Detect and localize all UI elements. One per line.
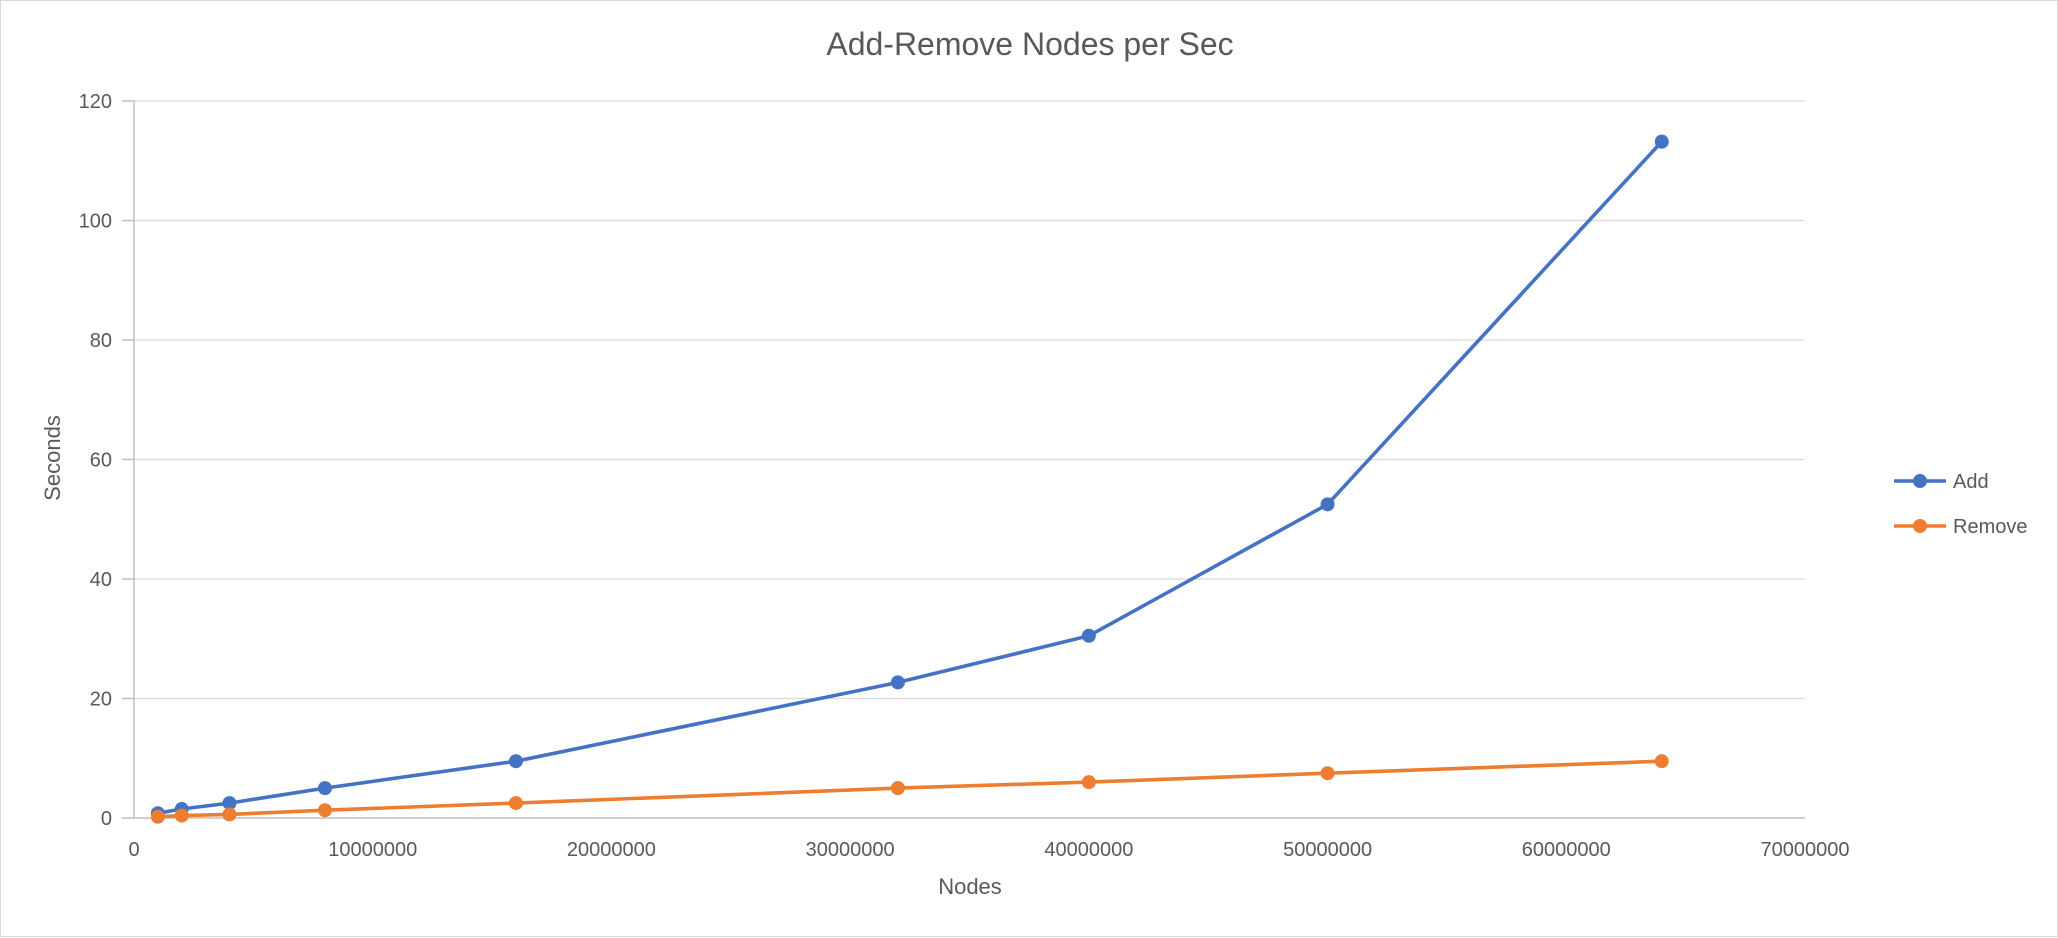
- data-point-remove: [890, 781, 905, 796]
- gridlines: [134, 100, 1805, 700]
- x-tick-label: 40000000: [1044, 839, 1133, 861]
- data-point-add: [222, 796, 237, 811]
- series-add: [150, 134, 1669, 821]
- data-point-add: [317, 781, 332, 796]
- data-point-remove: [508, 796, 523, 811]
- legend-marker-icon: [1913, 519, 1927, 533]
- data-point-add: [508, 754, 523, 769]
- legend-item-remove: Remove: [1894, 516, 2027, 538]
- series: [150, 134, 1669, 824]
- legend-item-add: Add: [1894, 471, 1989, 493]
- x-tick-label: 10000000: [328, 839, 417, 861]
- y-tick-label: 120: [79, 91, 112, 113]
- x-tick-label: 0: [128, 839, 139, 861]
- legend-label: Remove: [1953, 516, 2027, 538]
- axes: [122, 100, 1805, 819]
- chart-title: Add-Remove Nodes per Sec: [826, 26, 1233, 62]
- data-point-add: [890, 675, 905, 690]
- x-axis-title: Nodes: [938, 874, 1002, 899]
- legend-label: Add: [1953, 471, 1989, 493]
- x-tick-label: 60000000: [1522, 839, 1611, 861]
- x-tick-label: 70000000: [1761, 839, 1850, 861]
- data-point-remove: [317, 803, 332, 818]
- y-tick-label: 80: [90, 330, 112, 352]
- data-point-remove: [222, 807, 237, 822]
- series-remove: [150, 754, 1669, 824]
- y-axis-tick-labels: 0 20 40 60 80 100 120: [79, 91, 112, 830]
- data-point-remove: [1320, 766, 1335, 781]
- x-tick-label: 50000000: [1283, 839, 1372, 861]
- series-line-add: [156, 139, 1664, 816]
- y-tick-label: 60: [90, 450, 112, 472]
- data-point-add: [1320, 497, 1335, 512]
- x-tick-label: 20000000: [567, 839, 656, 861]
- legend: Add Remove: [1894, 471, 2027, 538]
- data-point-remove: [1654, 754, 1669, 769]
- series-line-remove: [156, 759, 1664, 819]
- data-point-remove: [1081, 775, 1096, 790]
- legend-marker-icon: [1913, 474, 1927, 488]
- y-tick-label: 100: [79, 211, 112, 233]
- data-point-remove: [174, 808, 189, 823]
- data-point-remove: [150, 809, 165, 824]
- data-point-add: [1081, 628, 1096, 643]
- data-point-add: [1654, 134, 1669, 149]
- y-tick-label: 0: [101, 808, 112, 830]
- y-tick-label: 20: [90, 689, 112, 711]
- x-tick-label: 30000000: [806, 839, 895, 861]
- y-tick-label: 40: [90, 569, 112, 591]
- y-axis-title: Seconds: [40, 415, 65, 501]
- x-axis-tick-labels: 0 10000000 20000000 30000000 40000000 5000000…: [128, 839, 1849, 861]
